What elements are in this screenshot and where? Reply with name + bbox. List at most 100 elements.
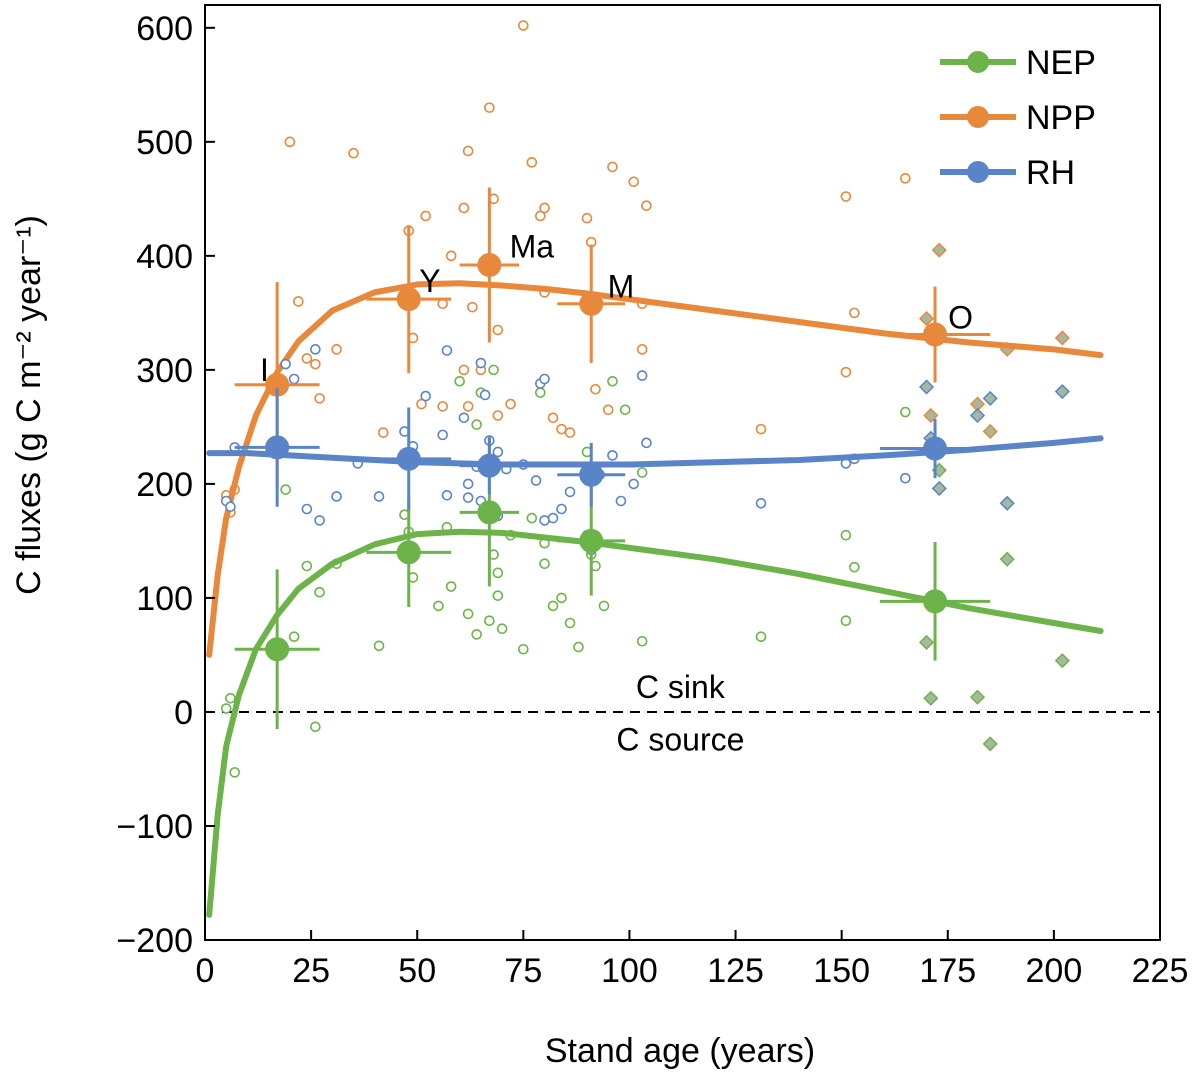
nep-point [900,406,911,418]
nep-point [471,629,482,640]
npp-point [755,423,767,435]
annotations: C sink C source I Y Ma M O [260,229,973,758]
nep-point [539,558,550,570]
x-axis-title: Stand age (years) [545,1032,815,1070]
nep-diamond [923,690,939,706]
npp-diamond [1054,330,1070,346]
nep-point [535,387,546,398]
nep-point [492,567,504,579]
legend-item-npp: NPP [940,99,1096,137]
rh-point [641,437,652,449]
npp-point [641,200,652,211]
rh-point [225,501,236,513]
rh-point [441,490,453,501]
x-tick-label: 50 [398,952,436,990]
stage-label: M [608,269,635,305]
stage-label: O [948,299,973,335]
nep-point [310,721,321,733]
x-tick-label: 75 [504,952,542,990]
npp-mean [923,322,948,347]
npp-mean [396,287,421,312]
nep-point [564,617,576,629]
rh-point [458,412,470,424]
axes: 0 25 50 75 100 125 150 175 200 225 −200 −100 0 100 200… [116,4,1188,990]
x-tick-label: 125 [707,952,764,990]
npp-point [556,423,567,435]
rh-diamond [1054,383,1070,400]
stage-label: Ma [510,229,555,265]
plot-area [205,20,1160,918]
rh-point [331,491,342,502]
rh-point [615,495,627,507]
npp-mean [579,291,604,316]
npp-point [900,173,911,184]
rh-mean [477,453,502,478]
nep-point [526,512,538,524]
nep-diamond [982,736,998,752]
nep-mean [579,528,604,553]
y-axis-title: C fluxes (g C m⁻² year⁻¹) [10,215,48,595]
rh-point [441,345,453,356]
stage-label: I [260,352,269,388]
rh-point [310,344,321,355]
rh-point [437,429,448,441]
npp-diamond [918,311,935,327]
npp-point [526,157,538,168]
nep-point [471,419,482,430]
y-tick-label: 300 [136,352,193,390]
npp-point [445,250,457,262]
y-tick-label: 200 [136,466,193,504]
nep-point [288,631,300,642]
y-tick-label: 0 [174,694,193,732]
rh-point [755,497,767,509]
y-tick-label: 100 [136,580,193,618]
rh-point [280,358,291,370]
x-tick-label: 0 [196,952,215,990]
npp-point [535,210,546,222]
rh-point [564,486,576,498]
nep-point [547,600,559,612]
npp-point [547,412,559,424]
legend-label-nep: NEP [1026,44,1096,82]
plot-frame [204,4,1161,941]
nep-mean [923,589,948,614]
npp-mean [477,252,502,277]
series-rh [206,344,1104,556]
rh-diamond [918,379,935,395]
rh-diamond [982,390,998,406]
rh-point [547,512,559,524]
nep-point [373,640,385,652]
nep-point [225,692,236,704]
npp-point [484,102,495,113]
nep-point [454,375,465,387]
rh-point [539,515,550,526]
means-rh [234,388,991,511]
rh-point [556,503,567,515]
nep-point [229,767,241,778]
nep-point [598,600,610,612]
npp-point [840,366,852,378]
rh-point [628,478,639,490]
rh-diamond [999,495,1015,511]
nep-point [840,529,852,541]
rh-diamond [931,480,947,497]
npp-point [301,353,313,364]
x-tick-label: 150 [813,952,870,990]
nep-point [433,600,444,612]
rh-point [607,450,618,461]
npp-diamond [923,407,939,424]
y-tick-label: −200 [116,922,193,960]
npp-point [518,20,529,31]
nep-point [518,643,529,655]
nep-point [462,608,474,620]
npp-point [602,404,614,416]
nep-diamond [1054,653,1070,669]
nep-point [445,581,457,592]
npp-point [310,358,321,370]
npp-point [636,344,648,355]
rh-mean [579,462,604,487]
rh-point [530,475,542,486]
npp-point [607,161,618,173]
npp-point [416,398,427,410]
